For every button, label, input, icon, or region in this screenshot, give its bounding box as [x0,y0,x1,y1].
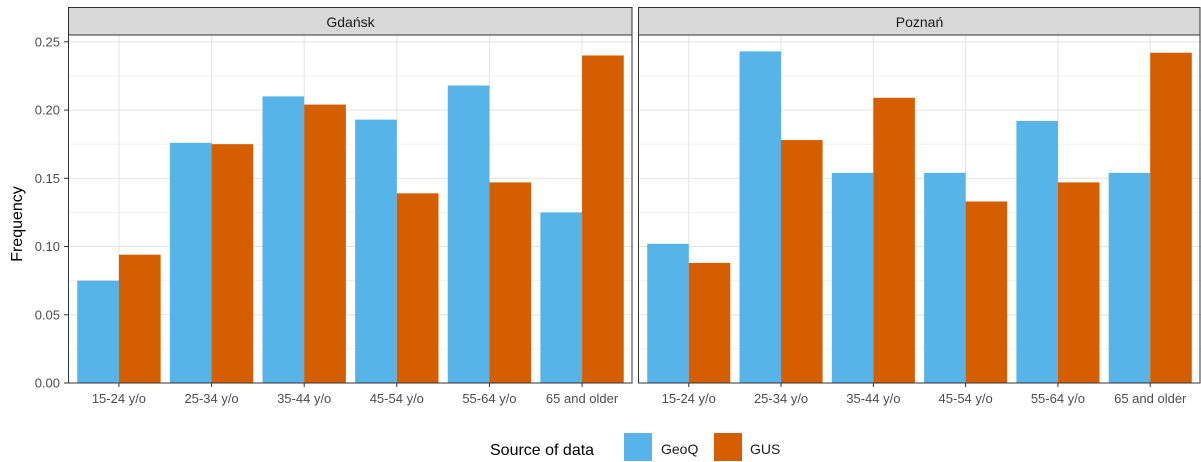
panel-gdansk: Gdańsk 15-24 y/o 25-34 y/o 35-44 y/o 45-54 y… [35,7,633,406]
bar-geoq-35-44-y-o [831,172,874,383]
bar-gus-35-44-y-o [304,104,346,383]
x-tick-label: 65 and older [546,391,619,406]
x-tick-label: 35-44 y/o [846,391,900,406]
x-tick-label: 65 and older [1114,391,1187,406]
legend-label-geoq: GeoQ [661,441,698,457]
legend-swatch-gus [714,433,742,461]
bar-geoq-55-64-y-o [1016,120,1058,383]
x-tick-label: 45-54 y/o [370,391,424,406]
bar-gus-45-54-y-o [965,201,1008,383]
x-tick-label: 55-64 y/o [1031,391,1085,406]
bar-geoq-65-and-older [1108,172,1151,383]
legend-title: Source of data [490,442,594,459]
bar-geoq-45-54-y-o [924,172,966,383]
bar-geoq-25-34-y-o [169,142,212,383]
y-axis-title: Frequency [9,186,26,262]
y-tick-label: 0.20 [35,103,60,118]
panel-background [638,35,1201,383]
bar-geoq-65-and-older [540,212,583,383]
x-tick-label: 25-34 y/o [184,391,238,406]
facet-strip-label: Poznań [896,14,943,30]
bar-gus-55-64-y-o [1057,182,1100,383]
bar-gus-65-and-older [582,55,624,384]
x-tick-label: 25-34 y/o [754,391,808,406]
x-tick-label: 15-24 y/o [662,391,716,406]
bar-gus-35-44-y-o [873,97,915,383]
bar-gus-55-64-y-o [489,182,532,383]
bar-geoq-35-44-y-o [262,96,305,383]
bar-gus-45-54-y-o [396,193,439,383]
bar-geoq-45-54-y-o [355,119,397,384]
y-tick-label: 0.00 [35,376,60,391]
facet-strip [68,7,633,36]
y-tick-label: 0.05 [35,307,60,322]
panel-background [68,35,633,383]
bar-gus-25-34-y-o [211,144,254,383]
bar-geoq-15-24-y-o [77,280,119,383]
legend-label-gus: GUS [750,441,780,457]
y-tick-label: 0.15 [35,171,60,186]
legend: Source of data GeoQ GUS [490,433,780,461]
x-tick-label: 45-54 y/o [939,391,993,406]
facet-strip [638,7,1201,36]
panels-layer: Gdańsk 15-24 y/o 25-34 y/o 35-44 y/o 45-54 y… [35,7,1201,406]
x-tick-label: 55-64 y/o [462,391,516,406]
x-tick-label: 35-44 y/o [277,391,331,406]
legend-swatch-geoq [624,433,652,461]
bar-gus-15-24-y-o [688,262,731,383]
bar-geoq-15-24-y-o [647,243,689,383]
y-tick-label: 0.10 [35,239,60,254]
bar-gus-25-34-y-o [781,140,823,383]
facet-strip-label: Gdańsk [326,14,375,30]
y-tick-label: 0.25 [35,34,60,49]
bar-geoq-55-64-y-o [447,85,490,384]
bar-geoq-25-34-y-o [739,51,782,384]
bar-gus-65-and-older [1150,52,1192,383]
bar-gus-15-24-y-o [118,254,161,383]
panel-poznan: Poznań 15-24 y/o 25-34 y/o 35-44 y/o 45-54 y… [638,7,1201,406]
x-tick-label: 15-24 y/o [92,391,146,406]
